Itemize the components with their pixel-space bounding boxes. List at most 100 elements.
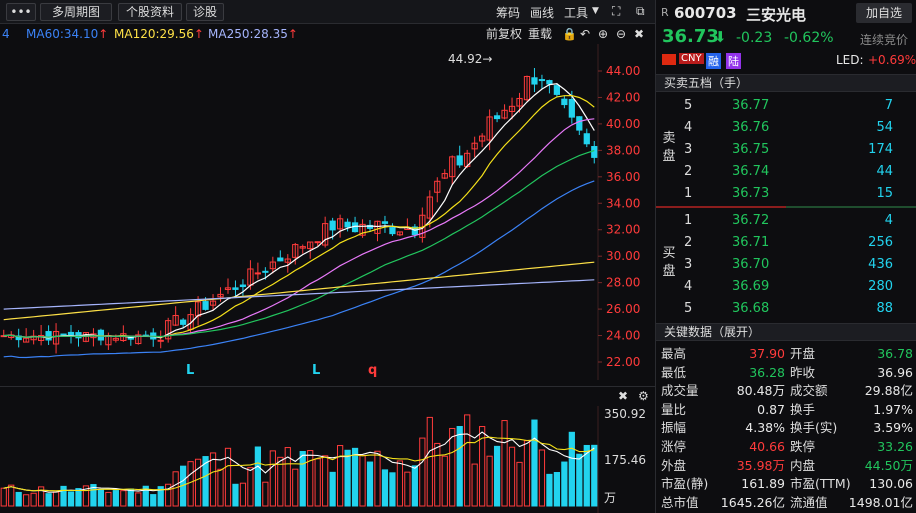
forward-adjust-button[interactable]: 前复权 [486, 27, 523, 41]
level-number: 5 [684, 301, 693, 316]
volume-bar [209, 452, 217, 507]
buy-order-row[interactable]: 1 36.72 4 [656, 210, 916, 232]
sell-order-row[interactable]: 5 36.77 7 [656, 95, 916, 117]
settings-icon[interactable]: ✖ [618, 389, 629, 403]
stock-profile-button[interactable]: 个股资料 [118, 3, 182, 21]
key-label: 成交额 [790, 383, 828, 399]
sector-label[interactable]: LED: [836, 53, 864, 67]
candle-body [180, 319, 187, 325]
key-value: 35.98万 [736, 457, 785, 473]
zoom-out-icon[interactable]: ⊖ [616, 27, 627, 41]
volume-bar [493, 445, 501, 507]
price-tick-label: 30.00 [606, 249, 640, 263]
key-value: 80.48万 [736, 383, 785, 399]
float-window-icon[interactable]: ⧉ [636, 4, 645, 18]
key-value: 33.26 [877, 439, 913, 454]
gear-icon[interactable]: ⚙ [638, 389, 649, 403]
volume-bar [501, 420, 508, 507]
keydata-header[interactable]: 关键数据（展开） [656, 323, 916, 341]
volume-bar [344, 449, 351, 507]
key-label: 跌停 [790, 439, 816, 454]
candle-body [561, 98, 568, 106]
volume-chart[interactable]: 350.92 175.46 万 [0, 406, 655, 513]
chip-button[interactable]: 筹码 [496, 6, 521, 20]
order-price: 36.77 [732, 98, 770, 113]
sector-change: +0.69% [868, 53, 916, 67]
close-icon[interactable]: ✖ [634, 27, 645, 41]
menu-button[interactable]: ••• [6, 3, 36, 21]
keydata-row: 总市值 1645.26亿 流通值 1498.01亿 [656, 493, 916, 512]
candle-body [314, 241, 321, 244]
candle-body [269, 261, 276, 270]
order-volume: 174 [868, 142, 893, 157]
price-tick-label: 32.00 [606, 223, 640, 237]
volume-bar [232, 483, 239, 507]
draw-line-button[interactable]: 画线 [530, 6, 555, 20]
key-label: 涨停 [661, 439, 687, 454]
volume-bar [538, 449, 546, 507]
key-value: 36.78 [877, 346, 913, 361]
tools-button[interactable]: 工具 [564, 6, 589, 20]
level-number: 4 [684, 279, 693, 294]
volume-bar [583, 444, 590, 507]
multi-period-button[interactable]: 多周期图 [40, 3, 112, 21]
candle-body [471, 142, 478, 150]
volume-bar [97, 489, 105, 507]
key-value: 1.97% [873, 401, 913, 417]
key-value: 4.38% [745, 420, 785, 436]
volume-bar [464, 414, 471, 507]
volume-tick-label: 万 [604, 491, 616, 505]
zoom-in-icon[interactable]: ⊕ [598, 27, 609, 41]
volume-bar [194, 458, 202, 507]
key-value: 0.87 [757, 401, 785, 417]
trading-status: 连续竞价 [860, 33, 909, 47]
diagnose-button[interactable]: 诊股 [186, 3, 224, 21]
lock-icon[interactable]: 🔒 [562, 27, 577, 41]
volume-bar [329, 471, 336, 507]
volume-bar [531, 419, 538, 507]
candle-body [501, 109, 508, 119]
key-value: 40.66 [749, 439, 785, 454]
buy-order-row[interactable]: 3 36.70 436 [656, 254, 916, 276]
ma60-value: MA60:34.10 [26, 27, 99, 41]
fullscreen-icon[interactable]: ⛶ [612, 4, 621, 18]
china-flag-icon [662, 54, 676, 65]
ma10-line [3, 94, 595, 338]
overlay-button[interactable]: 重载 [528, 27, 553, 41]
candle-body [262, 270, 269, 273]
add-watchlist-button[interactable]: 加自选 [856, 3, 912, 23]
spread-divider [656, 206, 916, 209]
level-number: 2 [684, 164, 693, 179]
volume-bar [105, 491, 112, 507]
volume-ma-line [3, 431, 595, 493]
buy-order-row[interactable]: 2 36.71 256 [656, 232, 916, 254]
sell-order-row[interactable]: 3 36.75 174 [656, 139, 916, 161]
key-value: 29.88亿 [864, 383, 913, 399]
quote-header: R 600703 三安光电 加自选 [656, 0, 916, 26]
sell-order-row[interactable]: 4 36.76 54 [656, 117, 916, 139]
candle-body [52, 331, 60, 345]
sell-order-row[interactable]: 2 36.74 44 [656, 161, 916, 183]
key-label: 成交量 [661, 383, 699, 399]
buy-order-row[interactable]: 5 36.68 88 [656, 298, 916, 320]
margin-badge: 融 [706, 53, 721, 69]
sell-order-row[interactable]: 1 36.73 15 [656, 183, 916, 205]
chevron-down-icon[interactable]: ▼ [592, 6, 599, 16]
level-number: 1 [684, 186, 693, 201]
stock-code: 600703 [674, 4, 737, 22]
volume-bar [52, 491, 60, 507]
key-value: 44.50万 [864, 457, 913, 473]
volume-bar [239, 482, 247, 507]
candle-body [232, 287, 239, 290]
connect-badge: 陆 [726, 53, 741, 69]
volume-bar [262, 481, 269, 507]
ma5-line [3, 83, 595, 339]
candle-body [202, 301, 209, 310]
key-label: 最低 [661, 364, 687, 380]
buy-order-row[interactable]: 4 36.69 280 [656, 276, 916, 298]
candlestick-chart[interactable]: 44.00 42.00 40.00 38.00 36.00 34.00 32.00 30.00… [0, 44, 655, 380]
chart-toolbar: ••• 多周期图 个股资料 诊股 筹码 画线 工具 ▼ ⛶ ⧉ [0, 0, 655, 24]
undo-icon[interactable]: ↶ [580, 27, 591, 41]
volume-bar [561, 461, 568, 507]
